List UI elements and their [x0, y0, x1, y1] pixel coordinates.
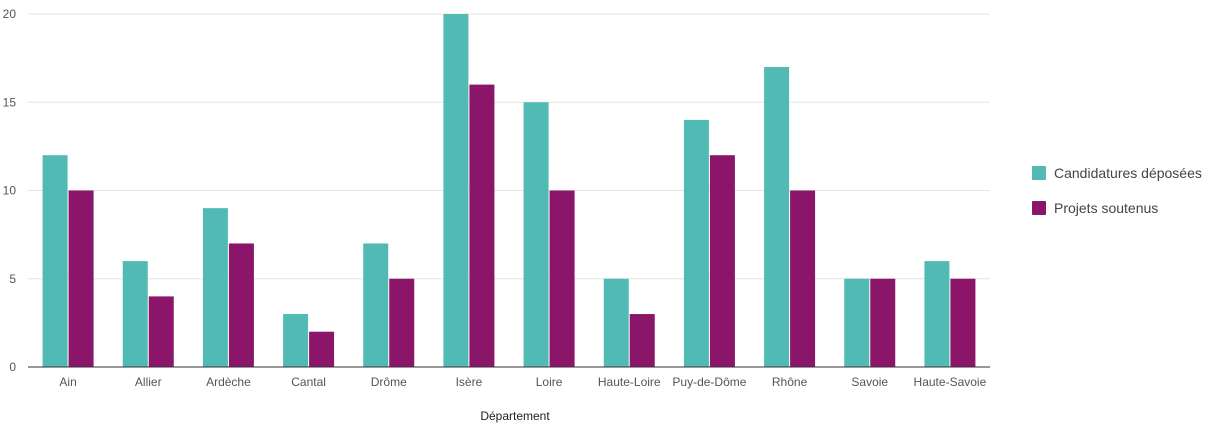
y-tick-label: 0	[9, 360, 16, 374]
gridlines	[28, 13, 990, 280]
legend-label: Candidatures déposées	[1054, 165, 1202, 181]
bar-projets	[629, 314, 655, 367]
x-tick-label: Puy-de-Dôme	[672, 375, 746, 389]
x-tick-label: Allier	[135, 375, 162, 389]
legend: Candidatures déposées Projets soutenus	[1032, 165, 1202, 216]
x-axis-title: Département	[480, 409, 550, 423]
y-tick-label: 10	[3, 184, 17, 198]
bar-projets	[950, 278, 976, 367]
x-tick-label: Loire	[536, 375, 563, 389]
x-tick-label: Savoie	[851, 375, 888, 389]
bars	[42, 14, 976, 368]
y-tick-label: 15	[3, 95, 17, 109]
bar-projets	[870, 278, 896, 367]
bar-candidatures	[603, 278, 629, 367]
bar-candidatures	[764, 66, 790, 367]
bar-projets	[228, 243, 254, 367]
y-tick-label: 20	[3, 7, 17, 21]
y-tick-label: 5	[9, 272, 16, 286]
bar-candidatures	[363, 243, 389, 367]
bar-candidatures	[122, 261, 148, 367]
bar-projets	[549, 190, 575, 367]
x-tick-label: Rhône	[772, 375, 808, 389]
axes: 0 5 10 15 20 Ain Allier Ardèche Cantal Drôme Isère…	[3, 7, 990, 389]
bar-candidatures	[924, 261, 950, 367]
bar-candidatures	[683, 119, 709, 368]
bar-candidatures	[202, 208, 228, 367]
bar-projets	[148, 296, 174, 367]
bar-candidatures	[443, 14, 469, 367]
bar-candidatures	[42, 155, 68, 367]
bar-projets	[389, 278, 415, 367]
bar-projets	[469, 84, 495, 367]
legend-swatch	[1032, 201, 1046, 215]
bar-candidatures	[523, 102, 549, 367]
x-tick-label: Ain	[59, 375, 76, 389]
x-tick-label: Cantal	[291, 375, 326, 389]
x-tick-label: Drôme	[371, 375, 407, 389]
bar-projets	[709, 155, 735, 367]
legend-label: Projets soutenus	[1054, 200, 1158, 216]
bar-projets	[68, 190, 94, 367]
x-tick-label: Ardèche	[206, 375, 251, 389]
bar-projets	[309, 331, 335, 367]
bar-candidatures	[283, 314, 309, 367]
x-tick-label: Haute-Savoie	[914, 375, 987, 389]
legend-swatch	[1032, 166, 1046, 180]
bar-candidatures	[844, 278, 870, 367]
bar-projets	[790, 190, 816, 367]
x-tick-label: Isère	[456, 375, 483, 389]
x-tick-label: Haute-Loire	[598, 375, 661, 389]
